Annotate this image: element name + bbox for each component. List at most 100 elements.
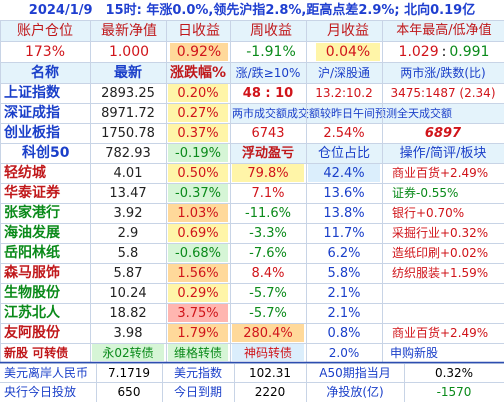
maturity-label: 今日到期 [173,385,222,399]
stock-sector-note [382,283,504,303]
stock-name: 轻纺城 [4,165,46,181]
stock-pnl: -7.6% [249,245,287,261]
stock-name: 友阿股份 [4,325,60,341]
stock-pnl: -5.7% [249,285,287,301]
stock-position: 42.4% [308,164,380,182]
stock-change: 1.03% [168,204,228,222]
index-header-change: 涨跌幅% [166,62,230,83]
account-header-day: 日收益 [168,20,230,41]
stock-pnl: -5.7% [249,305,287,321]
stock-price: 10.24 [109,285,147,301]
week-return: -1.91% [246,43,296,60]
index-header-price: 最新 [90,62,166,83]
stock-price: 5.8 [117,245,139,261]
stock-position: 6.2% [327,245,361,261]
stock-price: 5.87 [113,265,143,281]
holdings-header-position: 仓位占比 [306,143,382,163]
index-name: 科创50 [22,145,70,161]
stock-position: 0.8% [327,325,361,341]
nav-value: 1.000 [108,43,150,60]
stock-sector-note: 银行+0.70% [392,206,465,220]
usd-cnh-value: 7.1719 [108,365,150,380]
index-connect-flow: 13.2:10.2 [315,86,373,100]
index-name: 上证指数 [4,85,60,101]
pboc-injection-value: 650 [117,385,141,399]
holdings-header-note: 操作/简评/板块 [382,143,504,163]
stock-position: 11.7% [323,225,365,241]
account-header-position: 账户仓位 [0,20,90,41]
stock-position: 2.1% [327,285,361,301]
year-high: 1.029 [398,43,439,60]
index-change: 0.27% [168,104,228,122]
stock-name: 张家港行 [4,205,60,221]
dxy-label: 美元指数 [173,365,222,380]
index-change: 0.20% [168,84,228,102]
stock-sector-note [382,303,504,323]
index-name: 深证成指 [4,105,60,121]
turnover-amount: 6743 [251,125,285,141]
stock-price: 3.92 [113,205,143,221]
index-header-name: 名称 [0,62,90,83]
forecast-turnover: 6897 [424,125,462,141]
stock-sector-note: 商业百货+2.49% [392,326,489,340]
stock-name: 岳阳林纸 [4,245,60,261]
stock-change: -0.68% [168,244,228,262]
convertible-bond-2: 维格转债 [168,344,228,361]
index-price: 1750.78 [101,125,155,141]
stock-pnl: 280.4% [232,324,304,342]
stock-position: 5.8% [327,265,361,281]
stock-name: 生物股份 [4,285,60,301]
stock-change: 0.50% [168,164,228,182]
a50-value: 0.32% [434,365,474,380]
stock-pnl: 8.4% [251,265,285,281]
stock-pnl: 79.8% [232,164,304,182]
account-header-week: 周收益 [230,20,312,41]
stock-change: 0.29% [168,284,228,302]
index-price: 8971.72 [101,105,155,121]
usd-cnh-label: 美元离岸人民币 [0,363,96,382]
stock-change: 3.75% [168,304,228,322]
index-header-limit: 涨/跌≥10% [230,62,306,83]
year-low: 0.991 [449,43,490,60]
stock-position: 13.8% [323,205,365,221]
stock-change: 1.79% [168,324,228,342]
stock-position: 13.6% [323,185,365,201]
market-breadth: 3475:1487 (2.34) [390,86,496,100]
stock-pnl: 7.1% [251,185,285,201]
account-header-year: 本年最高/低净值 [384,20,504,41]
position-value: 173% [24,43,66,60]
stock-change: -0.37% [168,184,228,202]
a50-label: A50期指当月 [319,365,391,380]
page-title: 2024/1/9 15时: 年涨0.0%,领先沪指2.8%,距高点差2.9%; … [28,2,476,18]
stock-price: 2.9 [117,225,139,241]
holdings-header-pnl: 浮动盈亏 [230,143,306,163]
stock-sector-note: 证券-0.55% [392,186,459,200]
index-name: 创业板指 [4,125,60,141]
year-sep: : [441,43,447,60]
ipo-label: 新股 可转债 [4,345,69,360]
net-injection-label: 净投放(亿) [326,385,384,399]
pboc-injection-label: 央行今日投放 [4,385,77,399]
stock-price: 4.01 [113,165,143,181]
stock-name: 海油发展 [4,225,60,241]
index-price: 782.93 [105,145,151,161]
year-high-low: 1.029 : 0.991 [384,41,504,62]
stock-sector-note: 纺织服装+1.59% [392,266,489,280]
turnover-note: 两市成交额成交额较昨日午间预测全天成交额 [230,103,504,123]
account-header-month: 月收益 [312,20,384,41]
stock-position: 2.1% [327,305,361,321]
net-injection-value: -1570 [436,385,472,399]
index-change: -0.19% [168,144,228,162]
index-header-breadth: 两市涨/跌数(比) [382,62,504,83]
stock-change: 0.69% [168,224,228,242]
dxy-value: 102.31 [249,365,291,380]
convertible-bond-3: 神码转债 [232,344,304,361]
account-header-nav: 最新净值 [90,20,168,41]
day-return: 0.92% [170,43,228,61]
ipo-position: 2.0% [328,345,360,360]
month-return: 0.04% [316,43,380,61]
stock-sector-note: 商业百货+2.49% [392,166,489,180]
index-price: 2893.25 [101,85,155,101]
index-limit-up-down: 48 : 10 [242,85,294,101]
